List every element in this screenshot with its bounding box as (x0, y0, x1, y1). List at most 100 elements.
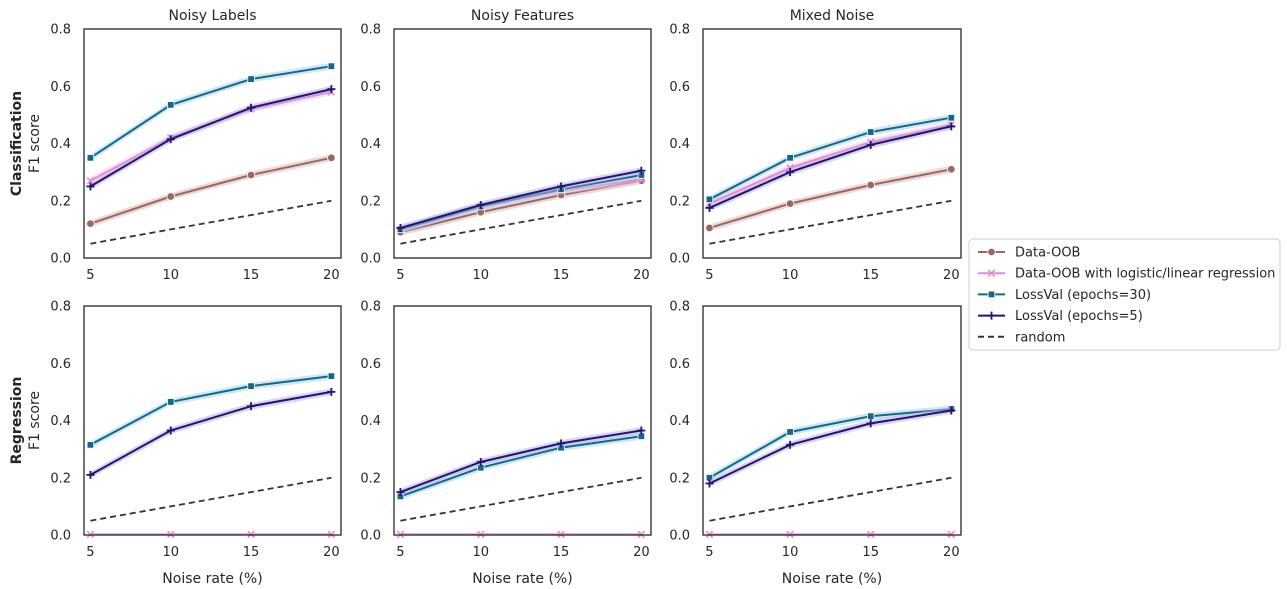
data-point (247, 103, 256, 112)
x-tick-label: 20 (323, 545, 340, 560)
x-tick-label: 5 (705, 268, 713, 283)
y-tick-label: 0.8 (50, 300, 71, 315)
legend: Data-OOB Data-OOB with logistic/linear re… (968, 238, 1281, 351)
series-lossval-epochs-30 (86, 62, 336, 162)
data-point (396, 223, 405, 232)
y-tick-label: 0.4 (50, 137, 71, 152)
x-tick-label: 20 (633, 268, 650, 283)
data-point (166, 192, 175, 201)
data-point (327, 372, 336, 380)
y-tick-label: 0.4 (360, 414, 381, 429)
series-line (709, 408, 952, 479)
series-lossval-epochs-30 (86, 372, 336, 449)
data-point (557, 439, 566, 448)
legend-item-lossval-epochs-5: LossVal (epochs=5) (978, 309, 1143, 324)
data-point (786, 154, 794, 162)
y-tick-label: 0.8 (669, 23, 690, 38)
data-point (247, 75, 255, 83)
data-point (866, 180, 875, 190)
data-point (396, 488, 405, 497)
series-line (709, 199, 952, 245)
legend-marker (987, 247, 996, 257)
data-point (705, 479, 714, 488)
x-tick-label: 10 (782, 545, 799, 560)
x-tick-label: 15 (243, 545, 260, 560)
legend-marker (987, 269, 996, 277)
x-axis-label: Noise rate (%) (162, 571, 262, 587)
y-tick-label: 0.6 (669, 80, 690, 95)
confidence-band (400, 171, 642, 233)
y-tick-label: 0.4 (360, 137, 381, 152)
legend-label: Data-OOB (1015, 246, 1080, 261)
data-point (86, 470, 95, 479)
y-tick-label: 0.2 (669, 194, 690, 209)
confidence-band (90, 62, 332, 162)
series-random (400, 476, 642, 522)
row-label: Regression (9, 377, 25, 465)
data-point (866, 419, 875, 428)
legend-box (968, 238, 1281, 351)
series-line (89, 375, 332, 446)
x-tick-label: 15 (243, 268, 260, 283)
x-tick-label: 10 (472, 268, 489, 283)
y-tick-label: 0.2 (669, 471, 690, 486)
data-point (327, 85, 336, 94)
series-line (400, 476, 642, 522)
series-lossval-epochs-5 (705, 406, 956, 488)
series-lossval-epochs-5 (396, 426, 646, 497)
panel-classification-noisy-features: 0.0 0.2 0.4 0.6 0.8 5 10 15 20 Noisy Features (360, 8, 652, 283)
series-random (90, 476, 332, 522)
data-point (705, 203, 714, 212)
data-point (166, 135, 175, 144)
panel-title: Noisy Labels (168, 8, 256, 24)
x-tick-label: 15 (553, 268, 570, 283)
confidence-band (400, 432, 642, 500)
confidence-band (90, 85, 332, 190)
series-lossval-epochs-5 (86, 85, 336, 191)
data-point (327, 387, 336, 396)
series-line (709, 125, 952, 209)
data-point (86, 219, 95, 228)
y-tick-label: 0.0 (360, 252, 381, 267)
data-point (947, 122, 956, 131)
series-line (90, 156, 332, 225)
row-label: Classification (9, 91, 25, 196)
confidence-band (400, 175, 642, 233)
series-data-oob (705, 165, 956, 233)
series-random (709, 199, 952, 245)
data-point (637, 166, 646, 175)
confidence-band (90, 388, 332, 479)
series-random (400, 199, 642, 245)
y-tick-label: 0.8 (360, 300, 381, 315)
y-tick-label: 0.0 (50, 252, 71, 267)
data-point (557, 182, 566, 191)
panel-regression-mixed-noise: 0.0 0.2 0.4 0.6 0.8 5 10 15 20 Noise rate (%) (669, 300, 962, 587)
x-tick-label: 5 (86, 545, 94, 560)
plot-frame (702, 28, 962, 259)
data-point (327, 62, 336, 70)
data-point (786, 428, 794, 436)
y-tick-label: 0.6 (360, 80, 381, 95)
y-tick-label: 0.2 (360, 194, 381, 209)
y-tick-label: 0.0 (50, 529, 71, 544)
y-tick-label: 0.0 (669, 252, 690, 267)
plot-frame (83, 28, 342, 259)
series-lossval-epochs-30 (396, 432, 646, 501)
data-point (476, 458, 485, 467)
plot-frame (393, 28, 652, 259)
x-tick-label: 20 (633, 545, 650, 560)
x-tick-label: 20 (943, 545, 960, 560)
legend-label: random (1015, 330, 1065, 345)
series-random (709, 476, 952, 522)
legend-label: Data-OOB with logistic/linear regression (1015, 267, 1275, 282)
panel-classification-noisy-labels: 0.0 0.2 0.4 0.6 0.8 5 10 15 20 Noisy Labels Classi… (9, 8, 342, 283)
y-tick-label: 0.6 (360, 357, 381, 372)
panel-regression-noisy-labels: 0.0 0.2 0.4 0.6 0.8 5 10 15 20 Noise rate (%) Regr… (9, 300, 342, 587)
data-point (867, 128, 875, 136)
data-point (246, 170, 256, 180)
data-point (705, 223, 714, 233)
confidence-band (709, 114, 952, 203)
legend-label: LossVal (epochs=30) (1015, 288, 1151, 303)
y-tick-label: 0.4 (50, 414, 71, 429)
